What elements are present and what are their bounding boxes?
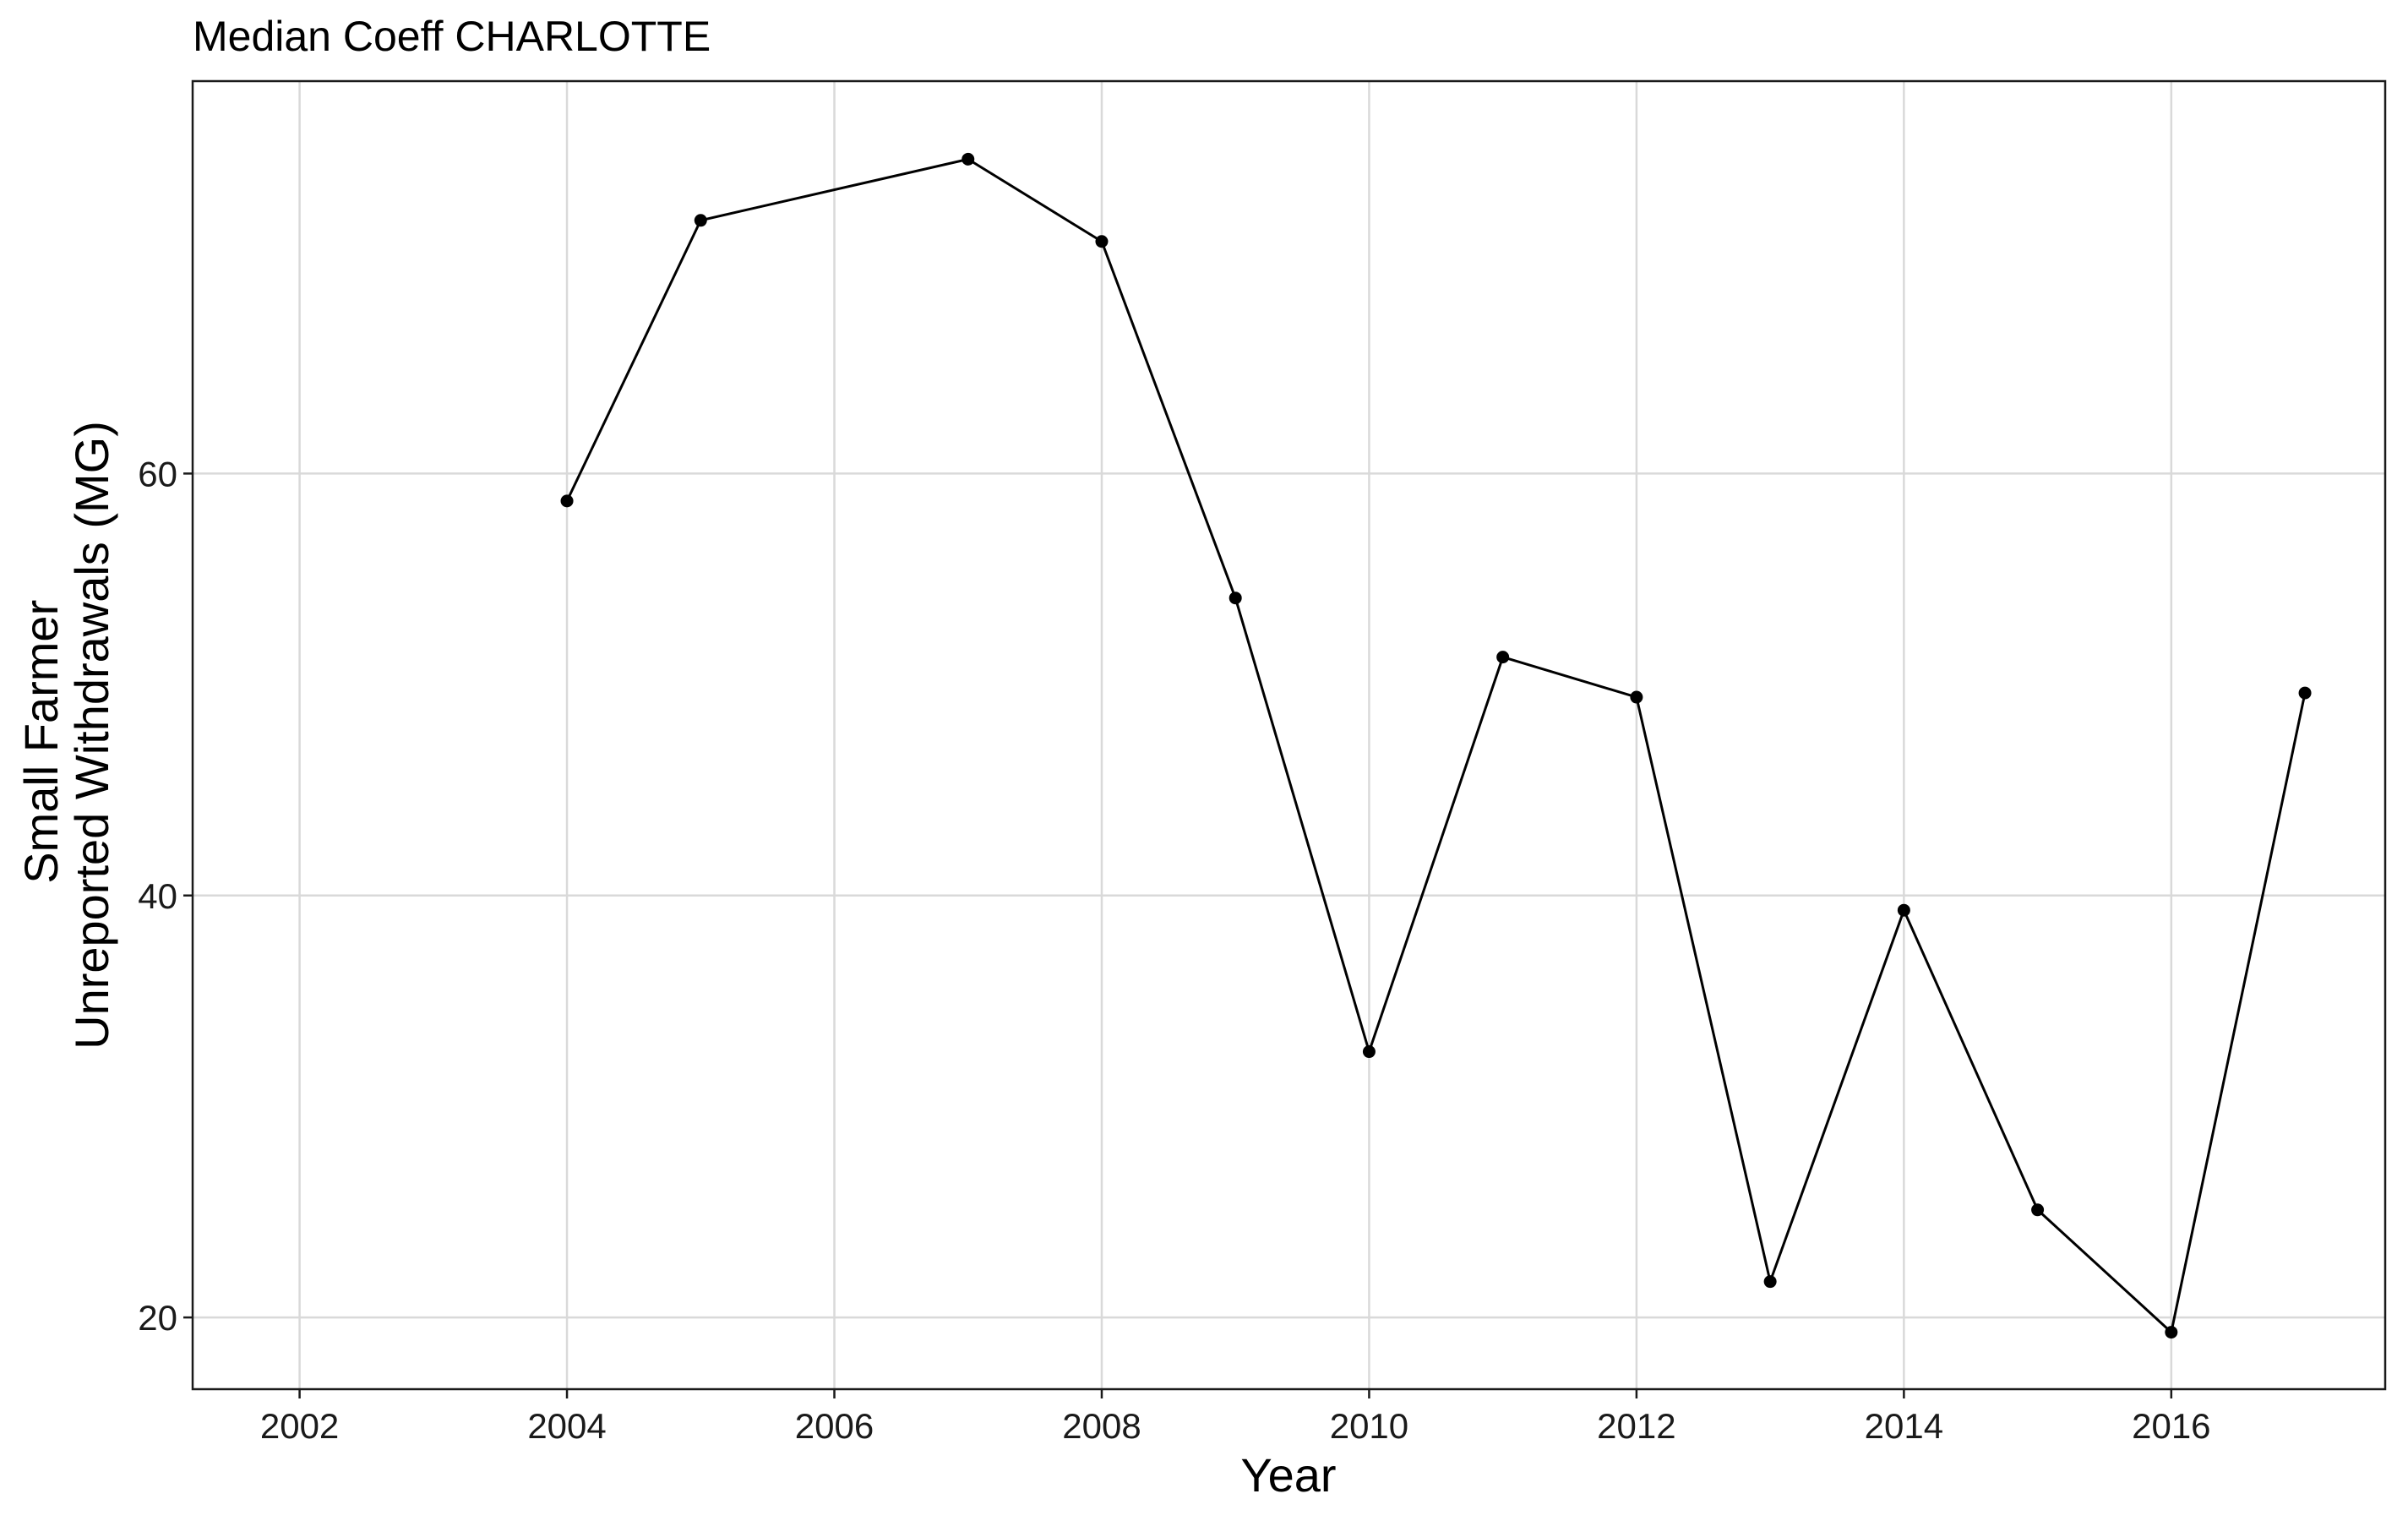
x-tick-label: 2012 xyxy=(1597,1406,1675,1446)
x-tick-label: 2010 xyxy=(1330,1406,1408,1446)
y-axis-title: Small Farmer Unreported Withdrawals (MG) xyxy=(14,421,118,1049)
data-point xyxy=(2031,1203,2045,1217)
data-point xyxy=(2165,1326,2178,1339)
data-point xyxy=(1496,651,1510,664)
data-point xyxy=(1630,690,1643,704)
x-tick-label: 2002 xyxy=(260,1406,339,1446)
data-point xyxy=(962,152,975,166)
x-tick-label: 2008 xyxy=(1062,1406,1141,1446)
series-line xyxy=(565,157,2307,1334)
y-tick-label: 60 xyxy=(138,454,177,493)
chart-title: Median Coeff CHARLOTTE xyxy=(193,13,711,60)
x-tick-label: 2016 xyxy=(2132,1406,2210,1446)
data-point xyxy=(1763,1275,1777,1289)
plot-panel-border xyxy=(191,79,2387,1391)
data-point xyxy=(2298,686,2312,700)
y-axis-title-line-1: Small Farmer xyxy=(14,600,68,884)
data-point xyxy=(1229,592,1242,605)
axes: 2002 2004 2006 2008 2010 2012 2014 2016 20 40 60 xyxy=(138,454,2210,1446)
x-axis-title: Year xyxy=(1240,1448,1336,1502)
data-point xyxy=(694,214,707,227)
y-tick-label: 40 xyxy=(138,876,177,916)
series-layer xyxy=(560,152,2312,1339)
x-tick-label: 2006 xyxy=(795,1406,874,1446)
data-point xyxy=(1362,1045,1376,1059)
x-tick-label: 2004 xyxy=(527,1406,606,1446)
data-point xyxy=(1095,235,1109,248)
gridlines xyxy=(193,81,2385,1389)
x-tick-label: 2014 xyxy=(1865,1406,1943,1446)
data-point xyxy=(1897,903,1910,917)
y-tick-label: 20 xyxy=(138,1298,177,1338)
data-point xyxy=(560,494,574,508)
y-axis-title-line-2: Unreported Withdrawals (MG) xyxy=(65,421,118,1049)
